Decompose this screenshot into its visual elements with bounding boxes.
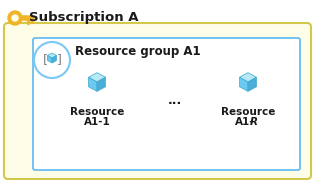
FancyBboxPatch shape — [4, 23, 311, 179]
Polygon shape — [97, 77, 106, 91]
Circle shape — [8, 11, 22, 25]
Polygon shape — [89, 77, 97, 91]
Polygon shape — [48, 53, 56, 58]
Text: A1-: A1- — [235, 117, 255, 127]
Polygon shape — [52, 55, 56, 63]
Text: ...: ... — [168, 93, 182, 107]
Polygon shape — [239, 77, 248, 91]
Circle shape — [12, 15, 18, 21]
Text: ]: ] — [57, 53, 61, 66]
Polygon shape — [89, 73, 106, 82]
Polygon shape — [248, 77, 256, 91]
Polygon shape — [239, 73, 256, 82]
Circle shape — [34, 42, 70, 78]
Text: R: R — [250, 117, 258, 127]
Text: Subscription A: Subscription A — [29, 12, 139, 24]
Text: [: [ — [43, 53, 48, 66]
Polygon shape — [48, 55, 52, 63]
Text: A1-1: A1-1 — [83, 117, 110, 127]
Text: Resource: Resource — [70, 107, 124, 117]
Text: Resource: Resource — [221, 107, 275, 117]
FancyBboxPatch shape — [33, 38, 300, 170]
Text: Resource group A1: Resource group A1 — [75, 46, 201, 58]
